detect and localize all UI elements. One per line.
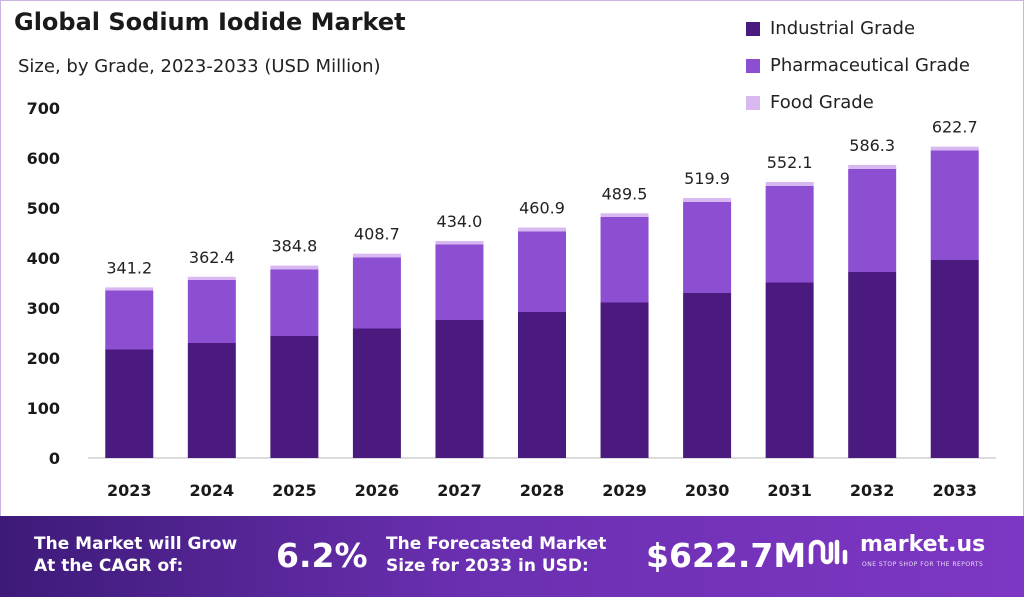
x-tick-label: 2031 xyxy=(767,481,812,500)
x-tick-label: 2024 xyxy=(190,481,235,500)
summary-banner: The Market will Grow At the CAGR of: 6.2… xyxy=(0,516,1024,597)
y-tick-label: 0 xyxy=(49,449,60,468)
legend-label-industrial: Industrial Grade xyxy=(770,18,916,39)
bar-segment-pharmaceutical xyxy=(270,269,319,336)
x-tick-label: 2030 xyxy=(685,481,730,500)
cagr-label: The Market will Grow At the CAGR of: xyxy=(34,533,237,577)
legend-swatch-industrial xyxy=(746,21,760,36)
bar-total-label: 586.3 xyxy=(849,136,895,155)
forecast-label: The Forecasted Market Size for 2033 in U… xyxy=(386,533,606,577)
x-tick-label: 2025 xyxy=(272,481,317,500)
legend-swatch-pharmaceutical xyxy=(746,58,760,73)
x-tick-label: 2032 xyxy=(850,481,895,500)
bar-segment-industrial xyxy=(930,260,979,458)
brand-name: market.us xyxy=(860,532,986,557)
legend-swatch-food xyxy=(746,95,760,110)
bar-segment-pharmaceutical xyxy=(930,150,979,260)
bar-segment-industrial xyxy=(765,282,814,458)
bar-segment-industrial xyxy=(600,302,649,458)
bar-chart: 0 100 200 300 400 500 600 700 341.2 2023 362.4 2024… xyxy=(27,99,996,500)
bar-total-label: 519.9 xyxy=(684,169,730,188)
cagr-label-line2: At the CAGR of: xyxy=(34,556,184,576)
cagr-value: 6.2% xyxy=(276,536,368,575)
bar-segment-pharmaceutical xyxy=(518,231,566,312)
chart-legend: Industrial Grade Pharmaceutical Grade Fo… xyxy=(746,10,970,121)
y-tick-label: 200 xyxy=(27,349,60,368)
bar-total-label: 434.0 xyxy=(437,212,483,231)
bar-segment-industrial xyxy=(518,312,566,458)
bar-total-label: 489.5 xyxy=(602,184,648,203)
y-tick-label: 500 xyxy=(27,199,60,218)
legend-item-pharmaceutical: Pharmaceutical Grade xyxy=(746,47,970,84)
bar-segment-food xyxy=(435,241,484,245)
x-tick-label: 2023 xyxy=(107,481,152,500)
y-tick-label: 400 xyxy=(27,249,60,268)
cagr-label-line1: The Market will Grow xyxy=(34,534,238,554)
bar-segment-food xyxy=(270,265,319,270)
y-tick-label: 600 xyxy=(27,149,60,168)
forecast-value: $622.7M xyxy=(646,536,807,575)
bar-segment-pharmaceutical xyxy=(435,244,484,320)
bar-segment-food xyxy=(848,164,897,169)
bar-segment-industrial xyxy=(352,328,401,458)
bar-total-label: 384.8 xyxy=(271,237,317,256)
x-tick-label: 2026 xyxy=(355,481,400,500)
bar-segment-pharmaceutical xyxy=(600,217,649,303)
bar-segment-food xyxy=(187,276,236,280)
bar-segment-food xyxy=(683,198,732,202)
forecast-label-line2: Size for 2033 in USD: xyxy=(386,556,589,576)
y-tick-label: 300 xyxy=(27,299,60,318)
bar-total-label: 622.7 xyxy=(932,118,978,137)
bar-segment-food xyxy=(765,181,814,186)
forecast-label-line1: The Forecasted Market xyxy=(386,534,607,554)
bar-segment-industrial xyxy=(270,336,319,458)
bar-total-label: 408.7 xyxy=(354,225,400,244)
x-tick-label: 2027 xyxy=(437,481,482,500)
bar-segment-food xyxy=(930,146,979,151)
bar-segment-pharmaceutical xyxy=(765,186,814,283)
legend-label-pharmaceutical: Pharmaceutical Grade xyxy=(770,55,970,76)
chart-subtitle: Size, by Grade, 2023-2033 (USD Million) xyxy=(18,56,381,77)
x-tick-label: 2029 xyxy=(602,481,647,500)
legend-item-food: Food Grade xyxy=(746,84,970,121)
bar-segment-pharmaceutical xyxy=(848,169,897,272)
bar-total-label: 341.2 xyxy=(106,258,152,277)
bar-segment-pharmaceutical xyxy=(105,290,154,350)
legend-item-industrial: Industrial Grade xyxy=(746,10,970,47)
legend-label-food: Food Grade xyxy=(770,92,874,113)
bar-segment-food xyxy=(600,213,649,217)
bar-total-label: 552.1 xyxy=(767,153,813,172)
chart-title: Global Sodium Iodide Market xyxy=(14,8,406,36)
bar-segment-pharmaceutical xyxy=(352,257,401,329)
bar-segment-pharmaceutical xyxy=(683,202,732,293)
bar-segment-industrial xyxy=(105,349,154,458)
x-tick-label: 2028 xyxy=(520,481,565,500)
bar-total-label: 460.9 xyxy=(519,199,565,218)
bar-segment-food xyxy=(352,253,401,258)
bar-segment-industrial xyxy=(683,293,732,458)
bar-segment-industrial xyxy=(187,343,236,458)
brand-tagline: ONE STOP SHOP FOR THE REPORTS xyxy=(862,561,984,568)
bar-segment-industrial xyxy=(435,320,484,458)
market-us-logo-icon xyxy=(808,539,848,565)
bar-segment-industrial xyxy=(848,272,897,458)
bar-total-label: 362.4 xyxy=(189,248,235,267)
bar-segment-food xyxy=(105,287,154,291)
x-tick-label: 2033 xyxy=(932,481,977,500)
y-tick-label: 700 xyxy=(27,99,60,118)
bar-segment-food xyxy=(518,227,566,232)
bar-segment-pharmaceutical xyxy=(187,280,236,343)
y-tick-label: 100 xyxy=(27,399,60,418)
